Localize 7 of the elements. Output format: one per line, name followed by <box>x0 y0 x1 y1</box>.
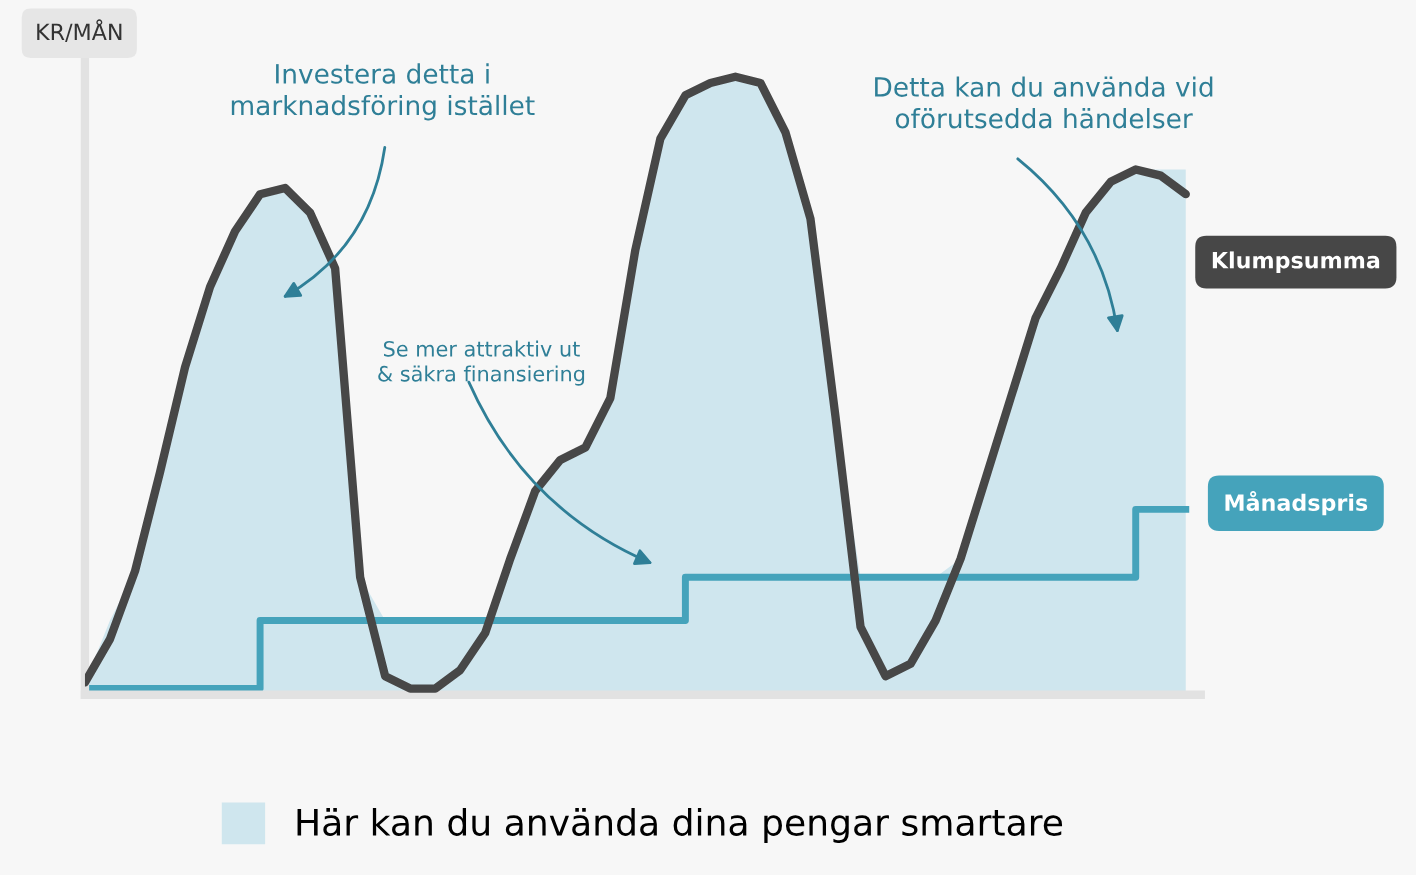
annotation: Se mer attraktiv ut & säkra finansiering <box>378 340 585 386</box>
y-axis-title: KR/MÅN <box>37 19 122 43</box>
legend-label: Här kan du använda dina pengar smartare <box>297 808 1063 843</box>
series-label: Månadspris <box>1225 490 1368 516</box>
annotation: Investera detta i marknadsföring istället <box>231 63 535 121</box>
annotation: Detta kan du använda vid oförutsedda händelser <box>875 76 1213 129</box>
text: Klumpsumma <box>1212 251 1380 273</box>
